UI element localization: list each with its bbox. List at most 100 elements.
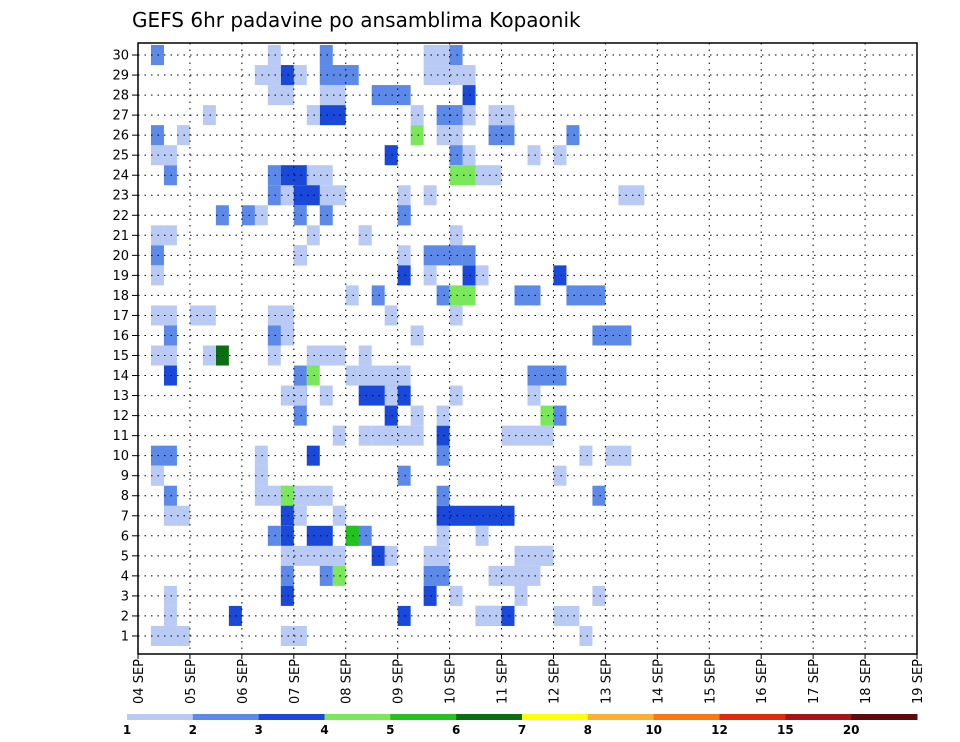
heatmap-cell (436, 505, 515, 526)
heatmap-cell (449, 145, 463, 166)
heatmap-cell (280, 85, 294, 106)
heatmap-cell (163, 485, 177, 506)
heatmap-cell (150, 45, 164, 66)
y-tick-label: 13 (112, 389, 129, 404)
heatmap-cell (358, 345, 372, 366)
y-tick-label: 20 (112, 249, 129, 264)
heatmap-cell (488, 565, 502, 586)
colorbar-segment (653, 714, 720, 720)
heatmap-cell (449, 385, 463, 406)
colorbar-segment (785, 714, 852, 720)
heatmap-cell (150, 145, 164, 166)
heatmap-cell (540, 405, 554, 426)
y-tick-label: 10 (112, 449, 129, 464)
colorbar-segment (456, 714, 523, 720)
x-axis: 04 SEP 05 SEP 06 SEP 07 SEP 08 SEP 09 SEP 10 S… (132, 654, 926, 704)
heatmap-cell (592, 325, 632, 346)
y-tick-label: 17 (112, 309, 129, 324)
heatmap-cell (462, 145, 476, 166)
heatmap-cell (189, 305, 216, 326)
heatmap-cell (176, 125, 190, 146)
heatmap-cell (384, 405, 398, 426)
x-tick-label: 12 SEP (547, 659, 562, 704)
heatmap-cell (462, 85, 476, 106)
x-tick-label: 06 SEP (236, 659, 251, 704)
x-tick-label: 19 SEP (911, 659, 926, 704)
colorbar-label: 10 (645, 723, 662, 737)
heatmap-cell (436, 405, 450, 426)
y-tick-label: 5 (121, 549, 129, 564)
y-tick-label: 9 (121, 469, 129, 484)
heatmap-cell (306, 365, 320, 386)
heatmap-cell (501, 425, 515, 446)
heatmap-cell (254, 65, 281, 86)
heatmap-cell (150, 225, 164, 246)
heatmap-cell (280, 525, 294, 546)
heatmap-cell (553, 265, 567, 286)
heatmap-cell (163, 505, 177, 526)
y-tick-label: 22 (112, 209, 129, 224)
heatmap-cell (462, 245, 476, 266)
x-tick-label: 17 SEP (807, 659, 822, 704)
heatmap-cell (397, 185, 411, 206)
heatmap-cell (423, 45, 450, 66)
heatmap-cell (462, 265, 476, 286)
heatmap-cell (410, 105, 424, 126)
heatmap-cell (501, 565, 528, 586)
y-tick-label: 19 (112, 269, 129, 284)
heatmap-cell (384, 305, 398, 326)
y-tick-label: 30 (112, 49, 129, 64)
heatmap-cell (475, 605, 502, 626)
heatmap-cell (449, 585, 463, 606)
heatmap-cell (514, 285, 528, 306)
y-tick-label: 24 (112, 169, 129, 184)
heatmap-cell (306, 225, 320, 246)
heatmap-cell (514, 585, 528, 606)
heatmap-cell (332, 565, 346, 586)
heatmap-cell (527, 365, 567, 386)
grid-lines (138, 43, 917, 654)
heatmap-cell (163, 145, 177, 166)
heatmap-cell (345, 365, 359, 386)
heatmap-cell (254, 445, 268, 466)
heatmap-cell (306, 445, 320, 466)
y-tick-label: 1 (121, 629, 129, 644)
x-tick-label: 07 SEP (288, 659, 303, 704)
heatmap-cell (436, 425, 450, 446)
heatmap-cell (358, 365, 411, 386)
heatmap-cell (475, 525, 489, 546)
heatmap-cell (553, 145, 567, 166)
heatmap-cell (358, 225, 372, 246)
heatmap-cell (280, 385, 307, 406)
heatmap-cell (163, 365, 177, 386)
y-tick-label: 16 (112, 329, 129, 344)
heatmap-cell (436, 525, 450, 546)
heatmap-cell (449, 65, 476, 86)
heatmap-cell (280, 505, 294, 526)
heatmap-cell (423, 545, 450, 566)
x-tick-label: 10 SEP (444, 659, 459, 704)
x-tick-label: 11 SEP (496, 659, 511, 704)
y-tick-label: 27 (112, 109, 129, 124)
heatmap-cell (267, 345, 281, 366)
heatmap-cell (306, 105, 320, 126)
heatmap-cell (436, 445, 450, 466)
heatmap-cell (163, 225, 177, 246)
heatmap-cell (215, 345, 229, 366)
heatmap-cell (384, 385, 398, 406)
y-tick-label: 11 (112, 429, 129, 444)
heatmap-cell (280, 65, 294, 86)
x-tick-label: 09 SEP (392, 659, 407, 704)
heatmap-cell (163, 325, 177, 346)
heatmap-cell (475, 165, 502, 186)
colorbar-label: 6 (452, 723, 460, 737)
heatmap-cell (553, 465, 567, 486)
colorbar-segment (390, 714, 457, 720)
heatmap-cell (150, 265, 164, 286)
heatmap-cell (241, 205, 255, 226)
heatmap-cell (423, 585, 437, 606)
y-tick-label: 23 (112, 189, 129, 204)
heatmap-cell (254, 205, 268, 226)
y-tick-label: 14 (112, 369, 129, 384)
